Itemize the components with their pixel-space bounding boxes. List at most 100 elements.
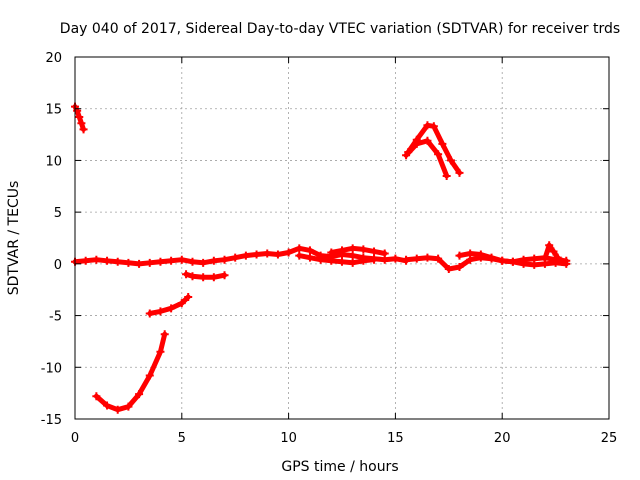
data-point <box>348 244 357 253</box>
data-point <box>167 304 176 313</box>
series-arc-spike <box>540 241 567 266</box>
data-point <box>558 257 567 266</box>
data-point <box>402 151 411 160</box>
data-point <box>442 171 451 180</box>
data-point <box>327 248 336 257</box>
data-point <box>545 241 554 250</box>
data-point <box>487 253 496 262</box>
data-point <box>370 247 379 256</box>
data-point <box>220 271 229 280</box>
x-tick-label: 0 <box>71 431 79 446</box>
series-arc-baseline-3 <box>327 244 389 258</box>
chart-title: Day 040 of 2017, Sidereal Day-to-day VTE… <box>60 21 620 37</box>
y-tick-label: -15 <box>41 413 62 428</box>
data-point <box>113 257 122 266</box>
data-point <box>348 251 357 260</box>
data-point <box>508 257 517 266</box>
data-point <box>327 256 336 265</box>
data-point <box>182 270 191 279</box>
series-arc-dip <box>182 270 229 282</box>
data-point <box>188 272 197 281</box>
x-tick-label: 25 <box>601 431 618 446</box>
data-point <box>160 330 169 339</box>
data-point <box>156 257 165 266</box>
data-point <box>92 392 101 401</box>
data-point <box>562 259 571 268</box>
data-point <box>231 253 240 262</box>
data-point <box>455 168 464 177</box>
data-point <box>284 248 293 257</box>
data-point <box>184 292 193 301</box>
data-point <box>209 256 218 265</box>
data-point <box>295 244 304 253</box>
y-tick-label: 10 <box>45 154 62 169</box>
data-point <box>391 254 400 263</box>
data-point <box>455 251 464 260</box>
data-point <box>551 258 560 267</box>
data-point <box>135 390 144 399</box>
data-point <box>188 257 197 266</box>
data-point <box>553 253 562 262</box>
data-point <box>519 259 528 268</box>
data-point <box>498 256 507 265</box>
data-point <box>380 249 389 258</box>
data-point <box>145 371 154 380</box>
data-point <box>295 251 304 260</box>
data-point <box>124 402 133 411</box>
y-tick-label: 0 <box>54 258 62 273</box>
data-point <box>359 245 368 254</box>
x-tick-label: 5 <box>178 431 186 446</box>
data-point <box>252 250 261 259</box>
data-point <box>145 258 154 267</box>
data-point <box>305 246 314 255</box>
data-point <box>77 119 86 128</box>
series-arc-hump-lower <box>402 136 451 180</box>
data-point <box>220 255 229 264</box>
data-point <box>423 121 432 130</box>
x-tick-label: 15 <box>387 431 404 446</box>
data-point <box>348 258 357 267</box>
data-point <box>338 257 346 266</box>
data-point <box>167 256 176 265</box>
data-point <box>476 250 485 259</box>
y-tick-label: 15 <box>45 103 62 118</box>
data-point <box>73 106 82 115</box>
data-point <box>530 260 539 269</box>
series-arc-deep-negative <box>92 330 169 414</box>
data-point <box>177 299 186 308</box>
data-point <box>316 255 325 264</box>
data-point <box>156 307 165 316</box>
data-point <box>199 273 208 282</box>
data-point <box>79 125 88 134</box>
data-point <box>135 259 144 268</box>
data-point <box>156 347 165 356</box>
x-axis-label: GPS time / hours <box>281 459 398 475</box>
data-point <box>429 122 438 131</box>
y-tick-label: 20 <box>45 51 62 66</box>
y-axis-label: SDTVAR / TECUs <box>6 181 22 296</box>
data-point <box>209 273 218 282</box>
data-point <box>273 250 282 259</box>
y-tick-label: -5 <box>49 310 62 325</box>
y-tick-label: 5 <box>54 206 62 221</box>
data-point <box>263 249 272 258</box>
x-tick-label: 10 <box>280 431 297 446</box>
data-point <box>359 256 368 265</box>
data-series <box>71 102 571 414</box>
data-point <box>177 255 186 264</box>
data-point <box>446 156 455 165</box>
data-point <box>370 255 379 264</box>
data-point <box>113 405 122 414</box>
data-point <box>124 258 133 267</box>
series-arc-mid-negative <box>145 292 193 318</box>
data-point <box>75 112 84 121</box>
data-point <box>423 136 432 145</box>
data-point <box>438 139 447 148</box>
x-tick-label: 20 <box>494 431 511 446</box>
plot-frame <box>74 56 610 420</box>
data-point <box>423 253 432 262</box>
data-point <box>402 255 411 264</box>
data-point <box>540 254 549 263</box>
